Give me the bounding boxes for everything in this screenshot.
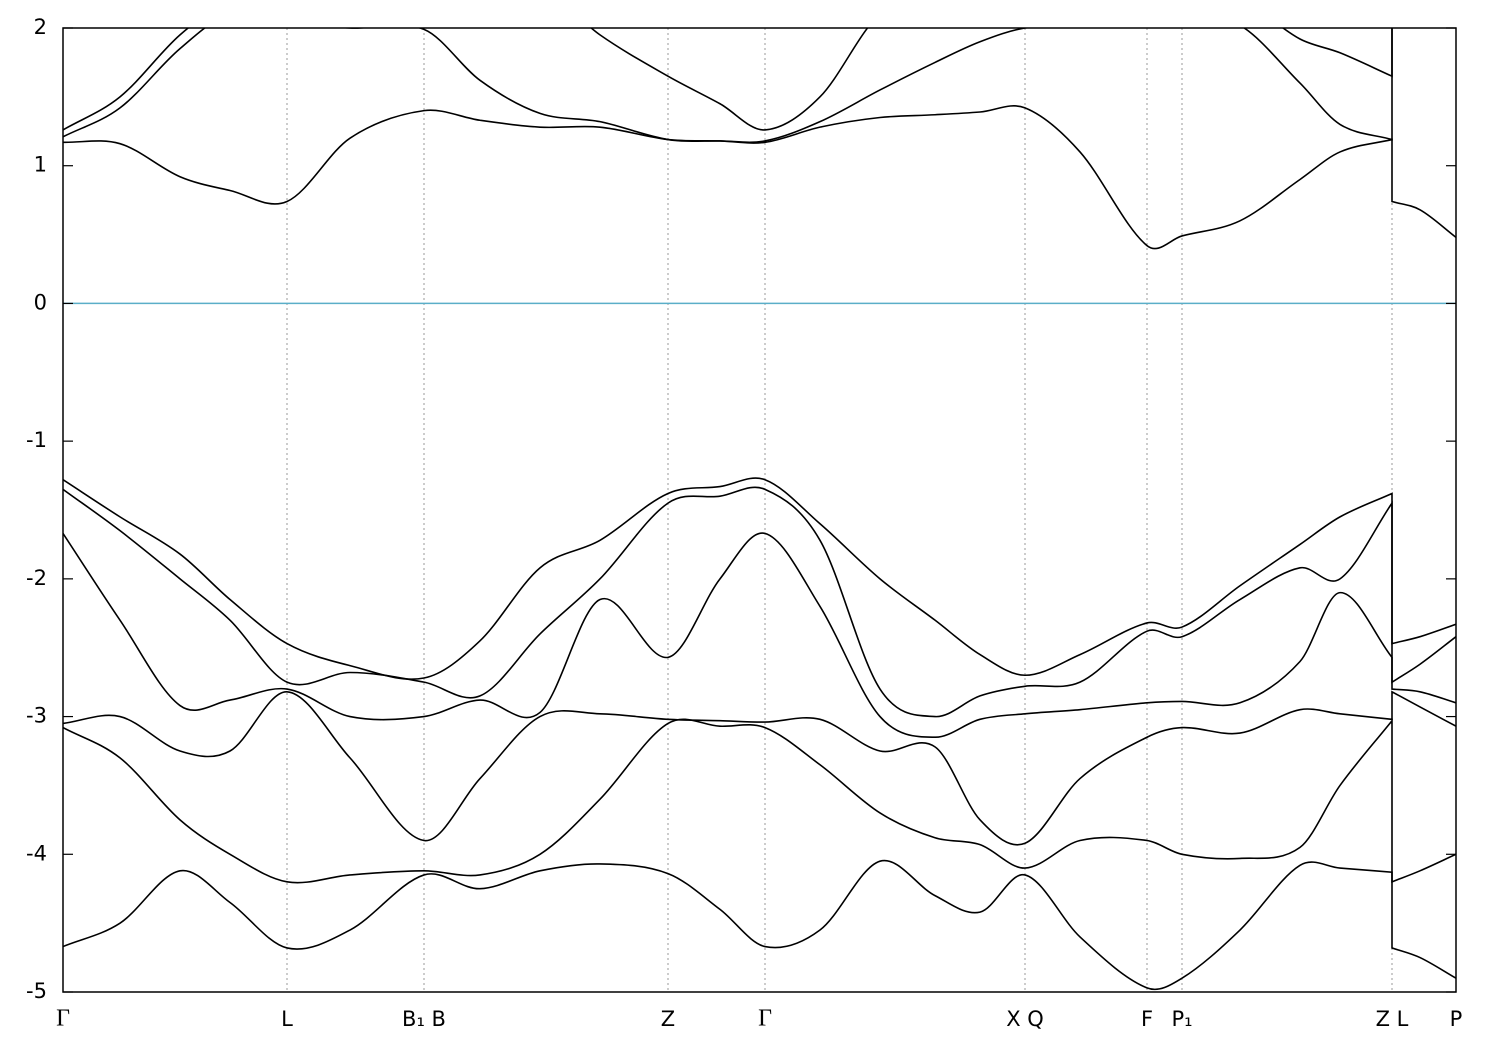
x-tick-label: L [281, 1007, 293, 1031]
x-tick-label: X Q [1006, 1007, 1044, 1031]
band-line [63, 859, 1456, 991]
x-tick-label: F [1141, 1007, 1153, 1031]
plot-frame [62, 27, 1457, 993]
x-tick-label: Z L [1376, 1007, 1409, 1031]
band-line [63, 718, 1456, 884]
x-tick-label: Z [661, 1007, 675, 1031]
band-line [63, 477, 1456, 680]
y-tick-label: -1 [26, 428, 47, 452]
band-line [63, 28, 1393, 131]
band-line [63, 690, 1456, 846]
x-tick-label: P [1450, 1007, 1463, 1031]
band-line [63, 105, 1456, 250]
y-tick-label: -2 [26, 566, 47, 590]
y-tick-label: 0 [34, 290, 47, 314]
bands [63, 28, 1456, 991]
y-tick-label: 2 [34, 15, 47, 39]
band-line [63, 486, 1456, 718]
x-tick-label: Γ [758, 1006, 772, 1032]
y-tick-label: -3 [26, 704, 47, 728]
x-tick-label: B₁ B [402, 1007, 446, 1031]
labels: -5 -4 -3 -2 -1 0 1 2 Γ L B₁ B Z Γ X Q F P₁ Z L P [26, 15, 1462, 1032]
band-line [63, 28, 1393, 144]
x-tick-label: Γ [56, 1006, 70, 1032]
x-tick-label: P₁ [1171, 1007, 1192, 1031]
y-tick-label: 1 [34, 153, 47, 177]
band-line [63, 532, 1456, 739]
y-tick-label: -4 [26, 841, 47, 865]
y-tick-label: -5 [26, 979, 47, 1003]
grid [63, 28, 1456, 992]
